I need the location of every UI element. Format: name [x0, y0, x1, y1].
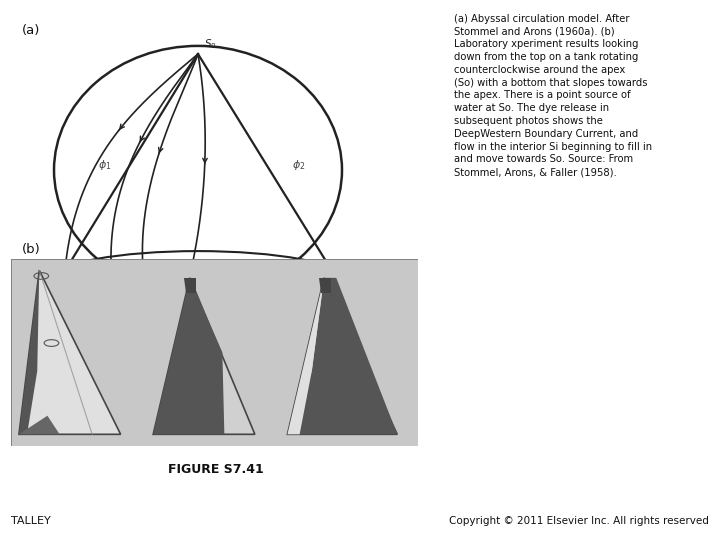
- Polygon shape: [184, 278, 196, 293]
- Text: (b): (b): [22, 243, 40, 256]
- Polygon shape: [287, 278, 324, 434]
- Polygon shape: [19, 416, 60, 434]
- Polygon shape: [153, 278, 255, 434]
- Text: $\phi_1$: $\phi_1$: [98, 158, 111, 172]
- Polygon shape: [19, 271, 40, 434]
- Polygon shape: [319, 278, 331, 293]
- Text: (a) Abyssal circulation model. After
Stommel and Arons (1960a). (b)
Laboratory x: (a) Abyssal circulation model. After Sto…: [454, 14, 652, 177]
- Polygon shape: [19, 271, 121, 434]
- Text: (a): (a): [22, 24, 40, 37]
- Polygon shape: [287, 278, 397, 434]
- Text: $S_0$: $S_0$: [204, 37, 217, 51]
- Text: TALLEY: TALLEY: [11, 516, 50, 526]
- Text: FIGURE S7.41: FIGURE S7.41: [168, 463, 264, 476]
- Polygon shape: [153, 278, 225, 434]
- Text: $\phi_2$: $\phi_2$: [292, 158, 305, 172]
- Polygon shape: [287, 278, 397, 434]
- Text: Copyright © 2011 Elsevier Inc. All rights reserved: Copyright © 2011 Elsevier Inc. All right…: [449, 516, 709, 526]
- Text: Equator: Equator: [178, 302, 218, 313]
